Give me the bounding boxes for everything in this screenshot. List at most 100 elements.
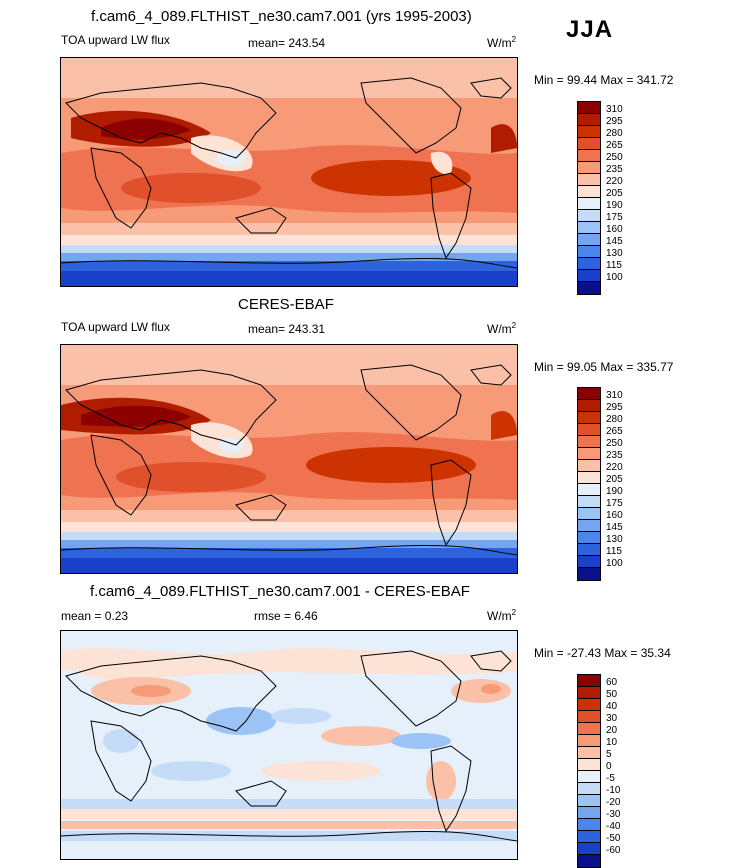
colorbar-tick: 175 (606, 498, 623, 509)
colorbar-swatch (578, 723, 600, 735)
colorbar-tick: -10 (606, 785, 621, 796)
colorbar-swatch (578, 258, 600, 270)
panel-3-colorbar (577, 674, 601, 868)
colorbar-swatch (578, 198, 600, 210)
colorbar-swatch (578, 496, 600, 508)
colorbar-tick: 160 (606, 224, 623, 235)
colorbar-swatch (578, 162, 600, 174)
colorbar-swatch (578, 246, 600, 258)
colorbar-tick: 280 (606, 128, 623, 139)
colorbar-swatch (578, 843, 600, 855)
colorbar-swatch (578, 687, 600, 699)
panel-2-units: W/m2 (487, 321, 517, 336)
colorbar-swatch (578, 675, 600, 687)
colorbar-swatch (578, 138, 600, 150)
colorbar-swatch (578, 412, 600, 424)
colorbar-tick: -5 (606, 773, 615, 784)
colorbar-swatch (578, 448, 600, 460)
colorbar-tick: -30 (606, 809, 621, 820)
panel-1-minmax: Min = 99.44 Max = 341.72 (534, 73, 674, 87)
panel-1-units: W/m2 (487, 35, 517, 50)
colorbar-tick: 265 (606, 426, 623, 437)
colorbar-tick: 205 (606, 188, 623, 199)
colorbar-swatch (578, 568, 600, 580)
colorbar-swatch (578, 771, 600, 783)
colorbar-tick: 100 (606, 272, 623, 283)
panel-1-title: f.cam6_4_089.FLTHIST_ne30.cam7.001 (yrs … (91, 8, 472, 25)
panel-3-mean-label: mean = 0.23 (61, 609, 129, 623)
colorbar-tick: 30 (606, 713, 618, 724)
panel-2-mean-label: mean= 243.31 (248, 322, 326, 336)
colorbar-swatch (578, 436, 600, 448)
panel-3-map-field (61, 631, 517, 859)
colorbar-swatch (578, 795, 600, 807)
colorbar-swatch (578, 819, 600, 831)
colorbar-tick: 115 (606, 546, 622, 557)
colorbar-tick: 280 (606, 414, 623, 425)
colorbar-tick: 220 (606, 176, 623, 187)
colorbar-tick: -60 (606, 845, 621, 856)
colorbar-tick: -40 (606, 821, 621, 832)
colorbar-swatch (578, 472, 600, 484)
colorbar-tick: 235 (606, 164, 623, 175)
colorbar-swatch (578, 424, 600, 436)
colorbar-swatch (578, 270, 600, 282)
panel-2-colorbar (577, 387, 601, 581)
panel-3-title: f.cam6_4_089.FLTHIST_ne30.cam7.001 - CER… (90, 583, 470, 600)
colorbar-tick: 190 (606, 486, 623, 497)
colorbar-tick: 5 (606, 749, 612, 760)
colorbar-tick: 205 (606, 474, 623, 485)
colorbar-tick: 295 (606, 116, 623, 127)
season-label: JJA (566, 16, 614, 43)
colorbar-tick: 115 (606, 260, 622, 271)
panel-1-variable-label: TOA upward LW flux (61, 33, 170, 47)
panel-2-title: CERES-EBAF (238, 296, 334, 313)
colorbar-tick: 145 (606, 236, 623, 247)
panel-1-colorbar (577, 101, 601, 295)
panel-2-map (60, 344, 518, 574)
colorbar-swatch (578, 711, 600, 723)
colorbar-tick: -20 (606, 797, 621, 808)
colorbar-tick: 175 (606, 212, 623, 223)
colorbar-tick: 220 (606, 462, 623, 473)
colorbar-tick: 295 (606, 402, 623, 413)
colorbar-swatch (578, 520, 600, 532)
colorbar-swatch (578, 783, 600, 795)
panel-3-map (60, 630, 518, 860)
colorbar-tick: 190 (606, 200, 623, 211)
colorbar-tick: 235 (606, 450, 623, 461)
colorbar-tick: 130 (606, 248, 623, 259)
panel-1-mean-label: mean= 243.54 (248, 36, 326, 50)
colorbar-swatch (578, 544, 600, 556)
colorbar-swatch (578, 114, 600, 126)
panel-2-minmax: Min = 99.05 Max = 335.77 (534, 360, 674, 374)
colorbar-tick: 20 (606, 725, 618, 736)
colorbar-tick: 10 (606, 737, 618, 748)
panel-2-map-field (61, 345, 517, 573)
colorbar-tick: -50 (606, 833, 621, 844)
colorbar-swatch (578, 532, 600, 544)
colorbar-swatch (578, 807, 600, 819)
colorbar-swatch (578, 126, 600, 138)
colorbar-tick: 145 (606, 522, 623, 533)
colorbar-swatch (578, 282, 600, 294)
colorbar-swatch (578, 150, 600, 162)
colorbar-swatch (578, 234, 600, 246)
colorbar-swatch (578, 186, 600, 198)
colorbar-tick: 50 (606, 689, 618, 700)
colorbar-tick: 130 (606, 534, 623, 545)
colorbar-tick: 40 (606, 701, 618, 712)
panel-3-rmse-label: rmse = 6.46 (254, 609, 318, 623)
panel-1-map (60, 57, 518, 287)
colorbar-swatch (578, 460, 600, 472)
colorbar-swatch (578, 400, 600, 412)
colorbar-swatch (578, 484, 600, 496)
colorbar-swatch (578, 388, 600, 400)
colorbar-tick: 60 (606, 677, 618, 688)
colorbar-tick: 265 (606, 140, 623, 151)
colorbar-swatch (578, 556, 600, 568)
colorbar-swatch (578, 699, 600, 711)
colorbar-swatch (578, 831, 600, 843)
colorbar-swatch (578, 508, 600, 520)
colorbar-tick: 0 (606, 761, 612, 772)
